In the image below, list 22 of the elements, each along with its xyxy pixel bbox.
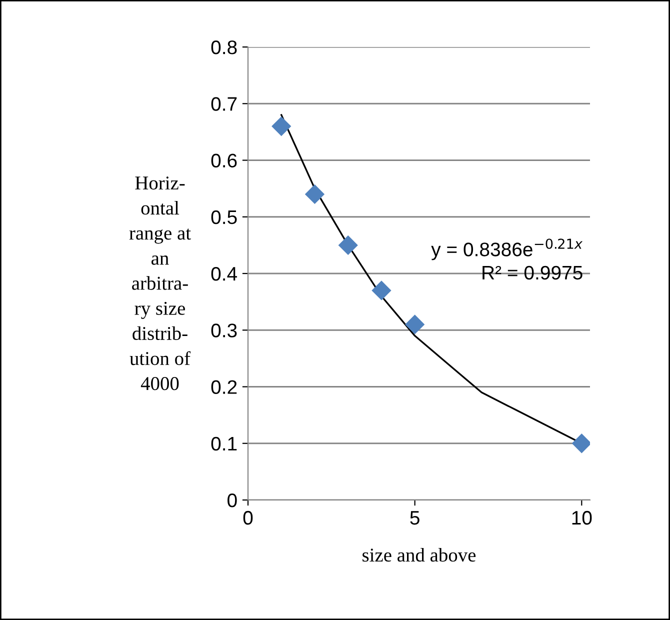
y-tick-label: 0.5 <box>211 210 237 224</box>
x-axis-title: size and above <box>362 548 476 562</box>
y-tick-label: 0.1 <box>211 436 237 451</box>
y-tick-label: 0.3 <box>211 324 237 338</box>
y-tick-label: 0.8 <box>211 40 237 54</box>
point <box>372 280 391 300</box>
y-tick-label: 0.7 <box>211 97 237 111</box>
point <box>572 434 590 453</box>
y-tick-label: 0.2 <box>211 380 237 394</box>
x-tick-label: 0 <box>243 510 253 525</box>
point <box>405 314 424 334</box>
x-tick-label: 10 <box>572 510 592 525</box>
y-tick-label: 0 <box>228 493 237 508</box>
annotation: R² = 0.9975 <box>482 266 582 280</box>
annotation: y = 0.8386e$^{−0.21x}$ <box>431 238 583 260</box>
point <box>305 184 324 204</box>
text: Horiz- ontal range at an arbitra- ry size distrib- ution of 4000 <box>129 176 191 390</box>
point <box>338 236 358 255</box>
point <box>272 116 291 136</box>
x-tick-label: 5 <box>410 511 420 525</box>
y-tick-label: 0.6 <box>211 154 237 168</box>
y-tick-label: 0.4 <box>211 266 238 281</box>
